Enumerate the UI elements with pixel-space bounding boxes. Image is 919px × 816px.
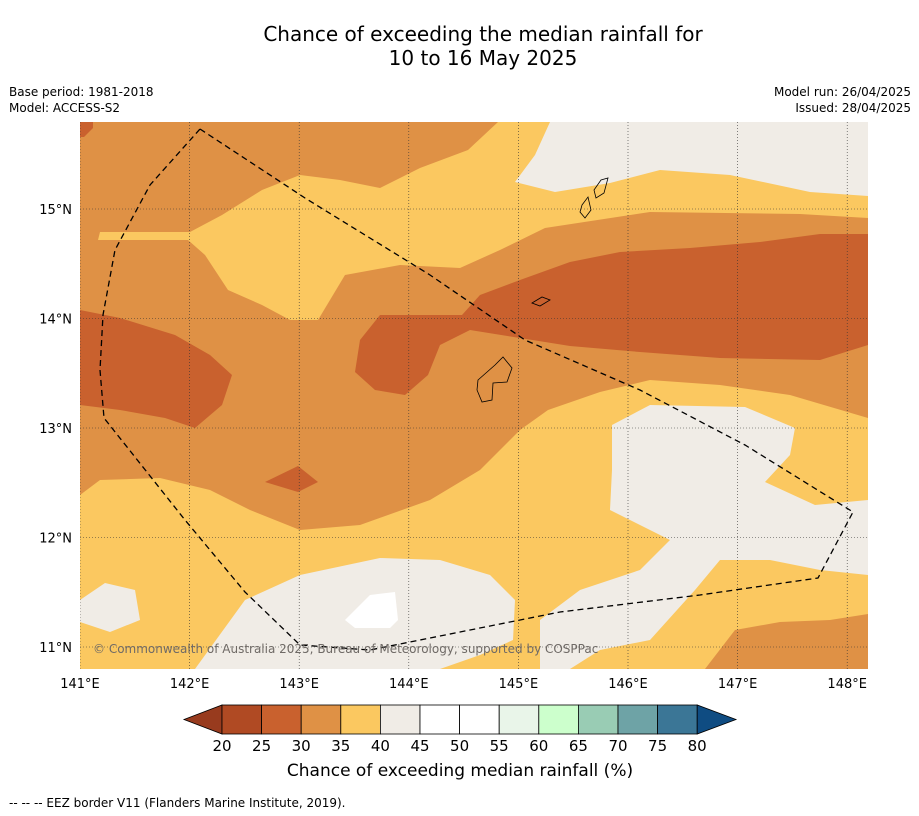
- colorbar-tick: 45: [410, 737, 429, 755]
- lon-label: 146°E: [608, 677, 648, 692]
- colorbar-swatch: [379, 704, 421, 735]
- colorbar-tick: 55: [490, 737, 509, 755]
- colorbar-tick: 40: [371, 737, 390, 755]
- graticule: [80, 122, 868, 669]
- colorbar-swatch: [221, 704, 262, 735]
- colorbar-tick: 65: [569, 737, 588, 755]
- colorbar-swatch: [498, 704, 540, 735]
- title-line-1: Chance of exceeding the median rainfall …: [263, 22, 703, 46]
- lat-label: 12°N: [39, 532, 72, 547]
- colorbar-swatch: [300, 704, 342, 735]
- lon-label: 144°E: [389, 677, 429, 692]
- island-saipan: [593, 177, 609, 199]
- colorbar-swatch: [617, 704, 658, 735]
- colorbar-over-arrow: [696, 704, 738, 735]
- lon-label: 142°E: [170, 677, 210, 692]
- lon-label: 148°E: [827, 677, 867, 692]
- colorbar-tick: 30: [292, 737, 311, 755]
- meta-right: Model run: 26/04/2025 Issued: 28/04/2025: [774, 84, 911, 116]
- colorbar-tick: 75: [648, 737, 667, 755]
- latitude-labels: 15°N 14°N 13°N 12°N 11°N: [39, 203, 72, 656]
- lat-label: 14°N: [39, 313, 72, 328]
- colorbar-tick: 70: [608, 737, 627, 755]
- contour-40-45-east: [540, 405, 868, 669]
- lon-label: 147°E: [718, 677, 758, 692]
- title-line-2: 10 to 16 May 2025: [388, 46, 578, 70]
- contour-25-30-west: [80, 310, 232, 428]
- colorbar-swatch: [538, 704, 579, 735]
- issued-date: Issued: 28/04/2025: [795, 101, 911, 115]
- colorbar-tick: 35: [331, 737, 350, 755]
- colorbar-swatch: [261, 704, 302, 735]
- colorbar: 20 25 30 35 40 45 50 55 60 65 70 75 80: [182, 704, 738, 755]
- lon-label: 141°E: [60, 677, 100, 692]
- lat-label: 11°N: [39, 641, 72, 656]
- contour-35-40-north: [98, 122, 868, 320]
- map-plot-area: © Commonwealth of Australia 2025, Bureau…: [80, 122, 868, 669]
- eez-border: [99, 128, 854, 651]
- colorbar-swatch: [340, 704, 381, 735]
- colorbar-tick: 50: [450, 737, 469, 755]
- colorbar-swatch: [578, 704, 619, 735]
- lon-label: 145°E: [499, 677, 539, 692]
- model-name: Model: ACCESS-S2: [9, 101, 121, 115]
- island-guam: [476, 356, 513, 403]
- contour-45-50-patch: [345, 592, 398, 628]
- lat-label: 15°N: [39, 203, 72, 218]
- colorbar-tick: 80: [688, 737, 707, 755]
- contour-25-30-corner: [80, 122, 93, 137]
- colorbar-swatch: [657, 704, 698, 735]
- meta-left: Base period: 1981-2018 Model: ACCESS-S2: [9, 84, 154, 116]
- map-title: Chance of exceeding the median rainfall …: [0, 22, 919, 70]
- contour-40-45-southwest: [80, 583, 140, 632]
- colorbar-swatch: [419, 704, 460, 735]
- lon-label: 143°E: [279, 677, 319, 692]
- eez-footnote: -- -- -- EEZ border V11 (Flanders Marine…: [9, 796, 346, 810]
- contour-25-30-east: [355, 234, 868, 395]
- longitude-labels: 141°E 142°E 143°E 144°E 145°E 146°E 147°E 148°E: [60, 677, 867, 692]
- contour-30-35-southeast: [705, 614, 868, 669]
- colorbar-swatch: [459, 704, 500, 735]
- island-rota: [531, 296, 551, 307]
- colorbar-under-arrow: [182, 704, 223, 735]
- base-period: Base period: 1981-2018: [9, 85, 154, 99]
- contour-25-30-small: [265, 466, 318, 492]
- colorbar-label: Chance of exceeding median rainfall (%): [286, 761, 634, 781]
- contour-40-45-northeast: [515, 122, 868, 196]
- copyright-notice: © Commonwealth of Australia 2025, Bureau…: [93, 642, 598, 656]
- colorbar-tick: 60: [529, 737, 548, 755]
- model-run: Model run: 26/04/2025: [773, 85, 911, 99]
- island-tinian: [579, 196, 592, 219]
- colorbar-tick: 20: [212, 737, 231, 755]
- lat-label: 13°N: [39, 422, 72, 437]
- colorbar-tick: 25: [252, 737, 271, 755]
